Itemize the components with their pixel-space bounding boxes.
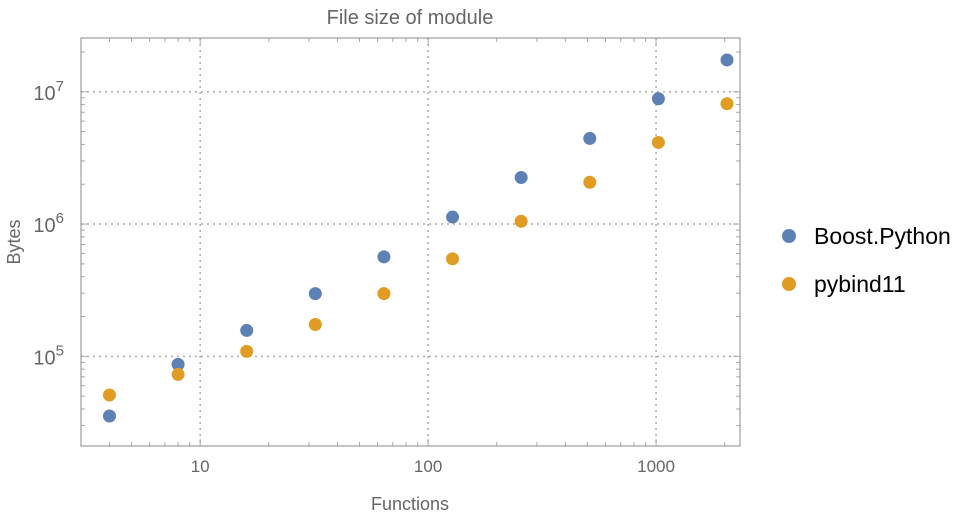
point-pybind11 — [720, 97, 734, 111]
legend: Boost.Python pybind11 — [782, 223, 951, 297]
y-axis-label: Bytes — [4, 219, 24, 264]
point-boost-python — [102, 409, 116, 423]
legend-marker — [782, 229, 796, 243]
point-pybind11 — [446, 252, 460, 266]
point-pybind11 — [308, 318, 322, 332]
point-boost-python — [651, 92, 665, 106]
x-tick-label: 1000 — [637, 457, 675, 476]
ticks: 10 100 1000 105 106 107 — [33, 38, 740, 476]
y-tick-label: 106 — [33, 210, 64, 237]
point-pybind11 — [514, 214, 528, 228]
point-pybind11 — [377, 287, 391, 301]
legend-label: pybind11 — [814, 271, 906, 297]
data-points — [102, 53, 734, 423]
plot-frame — [80, 37, 741, 447]
point-boost-python — [720, 53, 734, 67]
point-boost-python — [446, 210, 460, 224]
x-tick-label: 10 — [191, 457, 210, 476]
legend-label: Boost.Python — [814, 223, 951, 249]
point-pybind11 — [171, 367, 185, 381]
point-pybind11 — [240, 344, 254, 358]
point-pybind11 — [583, 175, 597, 189]
point-pybind11 — [651, 135, 665, 149]
x-tick-label: 100 — [414, 457, 442, 476]
point-boost-python — [171, 357, 185, 371]
point-boost-python — [240, 323, 254, 337]
legend-marker — [782, 277, 796, 291]
point-boost-python — [377, 250, 391, 264]
point-boost-python — [308, 287, 322, 301]
x-axis-label: Functions — [371, 494, 449, 513]
y-tick-label: 107 — [33, 78, 64, 105]
point-pybind11 — [102, 388, 116, 402]
grid — [81, 38, 740, 446]
chart-title: File size of module — [327, 7, 494, 29]
point-boost-python — [583, 131, 597, 145]
point-boost-python — [514, 170, 528, 184]
y-tick-label: 105 — [33, 342, 64, 369]
